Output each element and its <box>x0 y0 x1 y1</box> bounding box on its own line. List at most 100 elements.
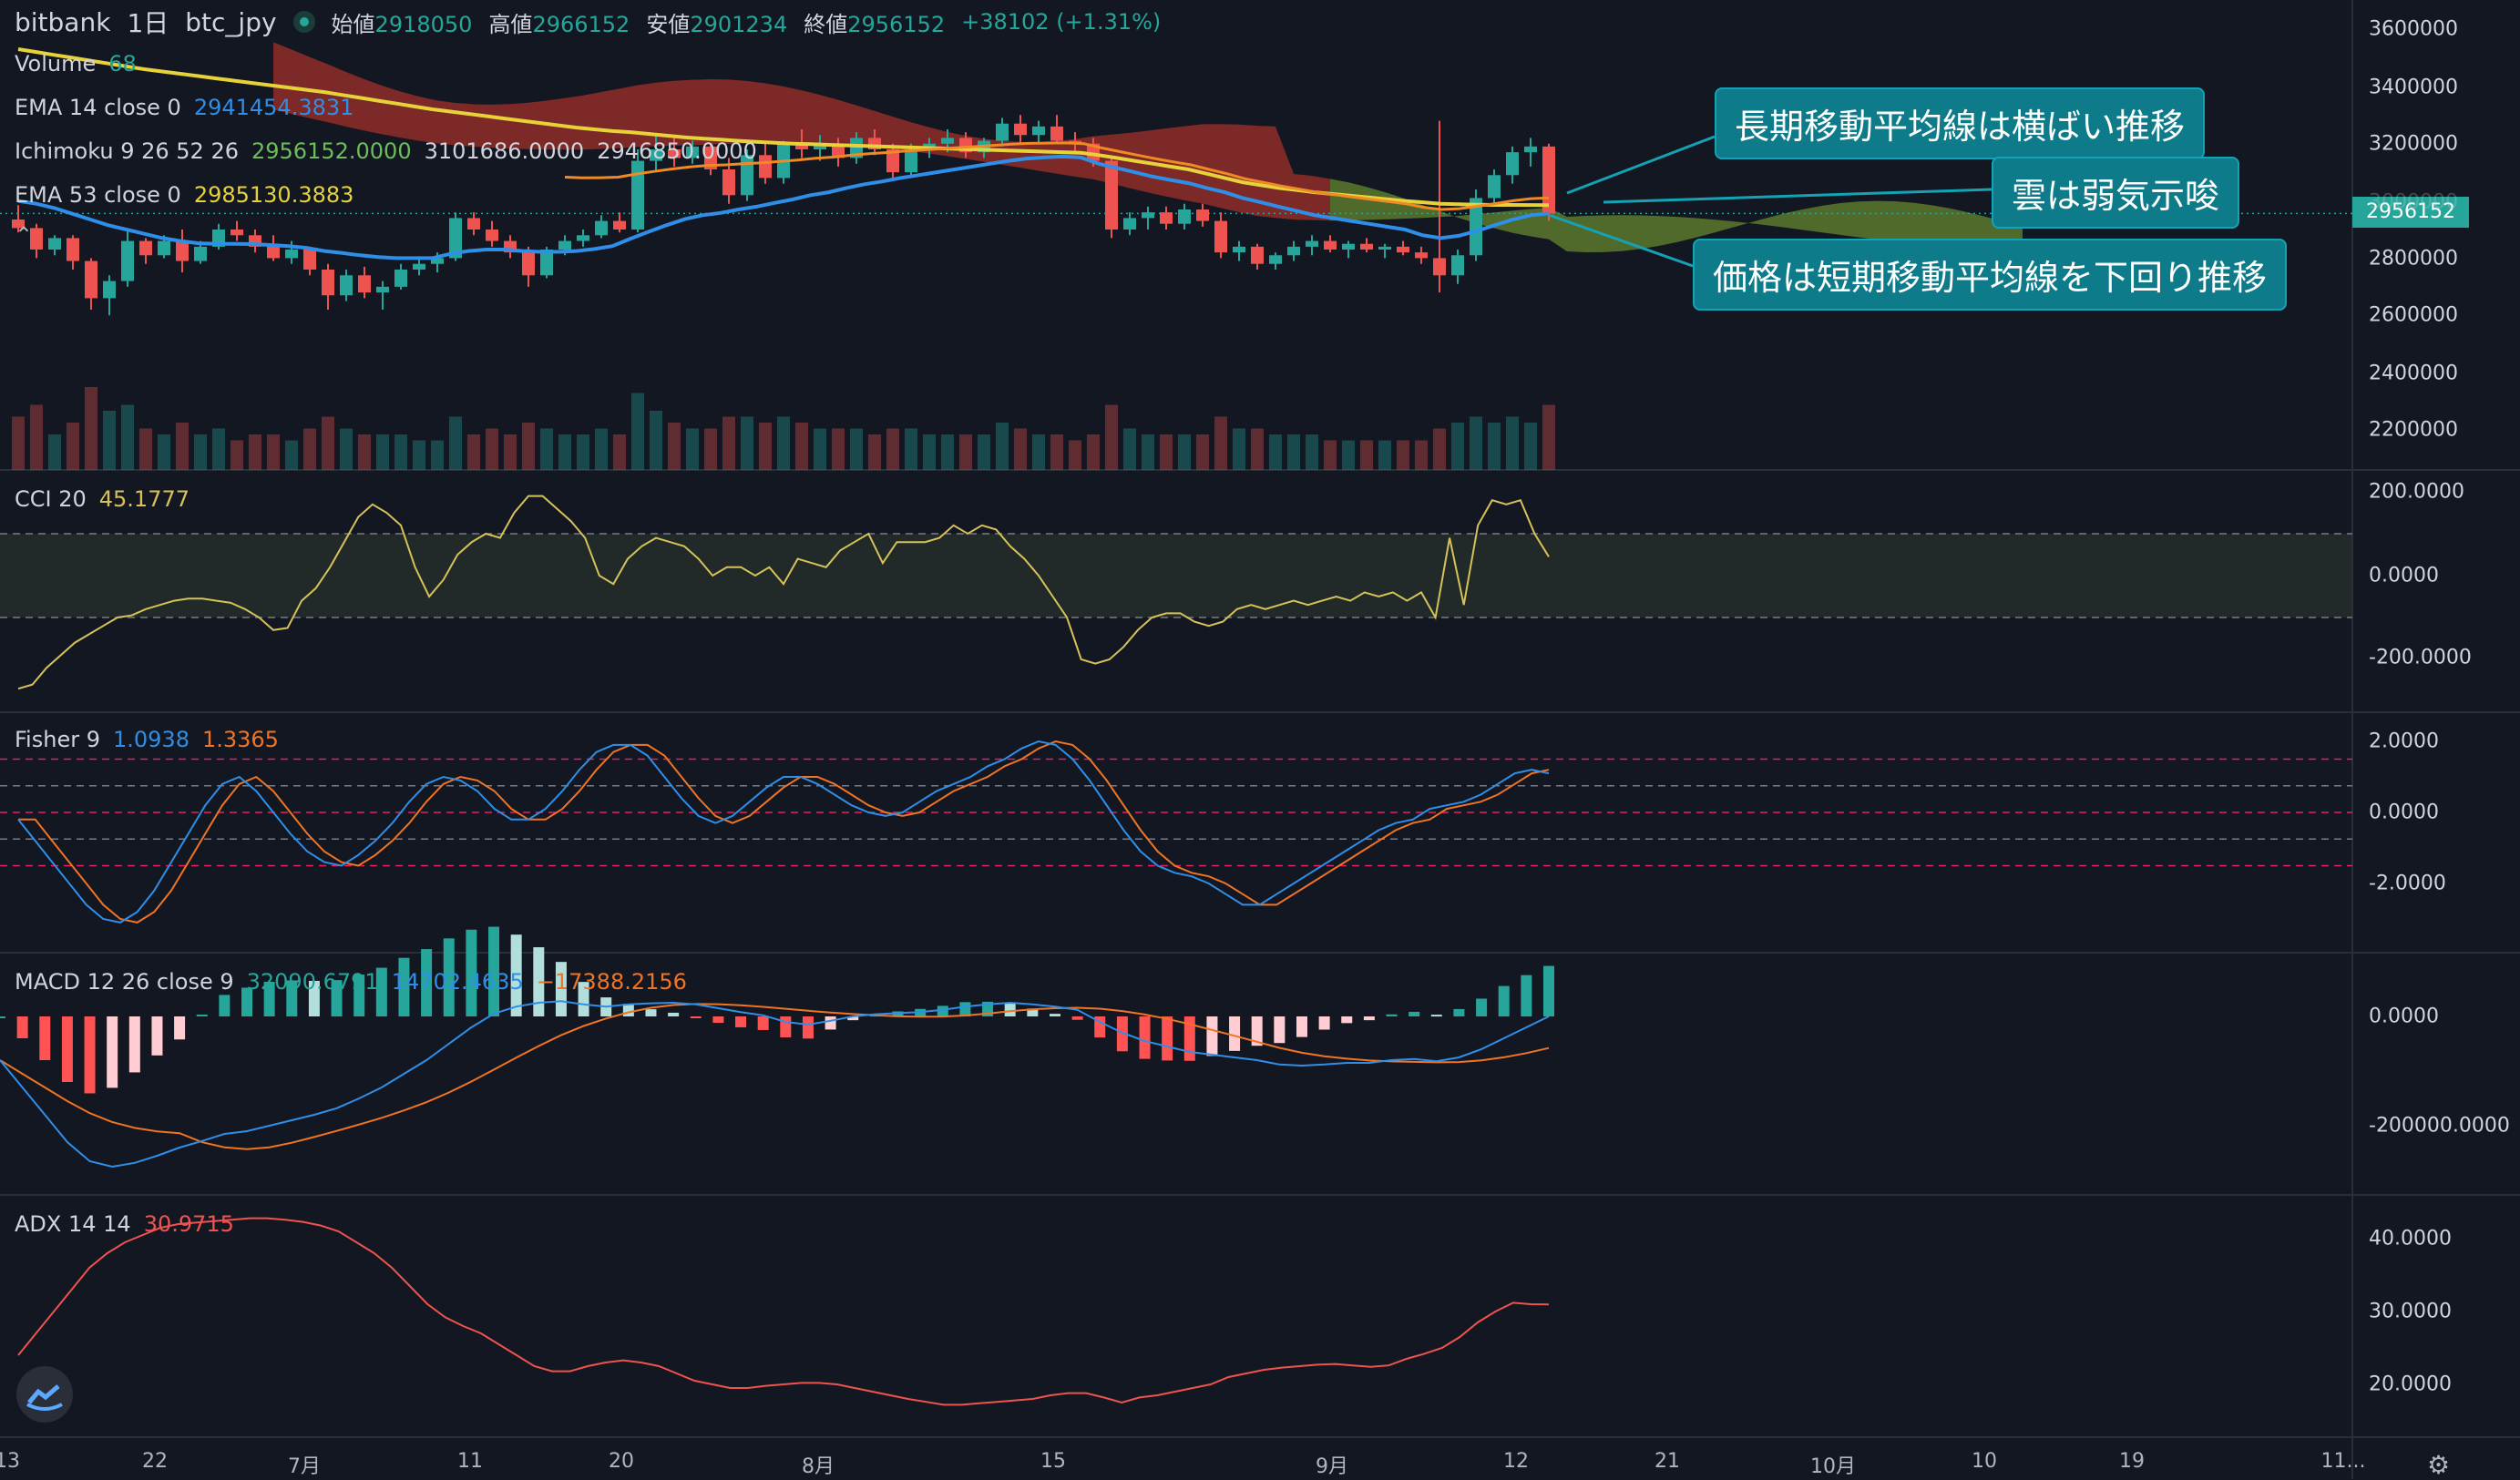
macd-histogram-bar <box>1386 1014 1398 1016</box>
candle-body <box>1324 240 1337 250</box>
ohlc-low-label: 安値 <box>646 11 691 37</box>
ohlc-change: +38102 (+1.31%) <box>961 9 1162 35</box>
candle-body <box>30 228 43 250</box>
volume-bar <box>959 434 972 470</box>
volume-bar <box>322 416 334 470</box>
legend-ichimoku[interactable]: Ichimoku 9 26 52 26 2956152.0000 3101686… <box>15 138 757 164</box>
volume-bar <box>376 434 389 470</box>
legend-fisher[interactable]: Fisher 9 1.0938 1.3365 <box>15 727 279 752</box>
date-tick: 10 <box>1972 1450 1997 1473</box>
candle-body <box>650 149 662 161</box>
volume-bar <box>158 434 170 470</box>
ohlc-open-value: 2918050 <box>374 11 473 37</box>
legend-ichimoku-v1: 2956152.0000 <box>251 138 412 164</box>
volume-bar <box>486 428 498 470</box>
date-tick: 22 <box>142 1450 168 1473</box>
candle-body <box>176 240 189 261</box>
annotation-long-ma[interactable]: 長期移動平均線は横ばい推移 <box>1715 87 2206 159</box>
collapse-legend-icon[interactable]: ⌃ <box>15 222 34 248</box>
legend-ema14[interactable]: EMA 14 close 0 2941454.3831 <box>15 95 353 120</box>
candle-body <box>795 143 808 149</box>
volume-bar <box>85 387 97 470</box>
last-price-badge: 2956152 <box>2352 197 2469 228</box>
candle-body <box>741 155 753 196</box>
volume-bar <box>1415 440 1428 470</box>
symbol-name[interactable]: btc_jpy <box>185 6 277 37</box>
legend-cci[interactable]: CCI 20 45.1777 <box>15 486 190 512</box>
macd-histogram-bar <box>757 1016 769 1030</box>
cci-tick: -200.0000 <box>2369 646 2472 669</box>
volume-bar <box>759 423 772 470</box>
price-tick: 3200000 <box>2369 132 2458 156</box>
volume-bar <box>540 428 553 470</box>
volume-bar <box>722 416 735 470</box>
tradingview-logo[interactable] <box>16 1366 73 1423</box>
date-tick: 11... <box>2320 1450 2366 1473</box>
volume-bar <box>522 423 535 470</box>
price-tick: 2200000 <box>2369 418 2458 442</box>
volume-bar <box>704 428 717 470</box>
legend-volume[interactable]: Volume 68 <box>15 51 137 77</box>
candle-body <box>1306 240 1318 247</box>
legend-macd[interactable]: MACD 12 26 close 9 32090.6791 14702.4635… <box>15 969 687 995</box>
candle-body <box>285 250 298 259</box>
candle-body <box>103 281 116 299</box>
date-tick: 19 <box>2119 1450 2145 1473</box>
date-tick: 11 <box>457 1450 483 1473</box>
macd-histogram-bar <box>1498 985 1510 1016</box>
annotation-price-below-ma[interactable]: 価格は短期移動平均線を下回り推移 <box>1693 239 2288 311</box>
candle-body <box>139 240 152 256</box>
macd-line <box>0 1000 1550 1169</box>
macd-histogram-bar <box>847 1016 859 1021</box>
legend-adx[interactable]: ADX 14 14 30.9715 <box>15 1211 234 1237</box>
macd-histogram-bar <box>421 949 433 1016</box>
interval-label[interactable]: 1日 <box>127 8 169 38</box>
legend-macd-v1: 32090.6791 <box>246 969 379 995</box>
fisher-line <box>17 740 1550 924</box>
volume-bar <box>1451 423 1464 470</box>
volume-bar <box>1069 440 1081 470</box>
volume-bar <box>267 434 280 470</box>
candle-body <box>1269 255 1282 264</box>
candle-body <box>905 149 917 173</box>
date-tick: 15 <box>1040 1450 1066 1473</box>
annotation-cloud[interactable]: 雲は弱気示唆 <box>1992 157 2240 229</box>
ohlc-high-label: 高値 <box>488 11 533 37</box>
macd-histogram-bar <box>398 957 410 1016</box>
price-tick: 2800000 <box>2369 247 2458 270</box>
volume-bar <box>558 434 571 470</box>
volume-bar <box>30 404 43 470</box>
macd-histogram-bar <box>331 980 343 1016</box>
macd-histogram-bar <box>1206 1016 1218 1056</box>
date-tick: 20 <box>609 1450 634 1473</box>
candle-body <box>1433 258 1446 276</box>
macd-histogram-bar <box>1363 1016 1375 1021</box>
volume-bar <box>996 423 1009 470</box>
candle-body <box>230 230 243 236</box>
candle-body <box>595 220 608 236</box>
candle-body <box>832 143 845 158</box>
macd-histogram-bar <box>84 1016 96 1094</box>
date-tick: 9月 <box>1316 1455 1348 1478</box>
exchange-name[interactable]: bitbank <box>15 6 111 37</box>
ohlc-low: 安値2901234 <box>646 6 787 38</box>
settings-gear-icon[interactable]: ⚙ <box>2427 1450 2451 1480</box>
date-tick: 8月 <box>802 1455 835 1478</box>
candle-body <box>67 238 79 261</box>
annotation-pointer <box>1603 188 1992 204</box>
macd-histogram-bar <box>1251 1016 1263 1046</box>
ichimoku-cloud <box>1330 179 2023 253</box>
macd-histogram-bar <box>1004 1003 1016 1016</box>
ohlc-open: 始値2918050 <box>332 6 473 38</box>
volume-bar <box>1032 434 1045 470</box>
macd-histogram-bar <box>1162 1016 1173 1061</box>
volume-bar <box>595 428 608 470</box>
legend-ema53[interactable]: EMA 53 close 0 2985130.3883 <box>15 182 353 208</box>
ohlc-close: 終値2956152 <box>804 6 945 38</box>
candle-body <box>303 250 316 270</box>
volume-bar <box>176 423 189 470</box>
ohlc-close-label: 終値 <box>804 11 848 37</box>
macd-histogram-bar <box>937 1005 948 1016</box>
candle-body <box>1360 243 1373 250</box>
